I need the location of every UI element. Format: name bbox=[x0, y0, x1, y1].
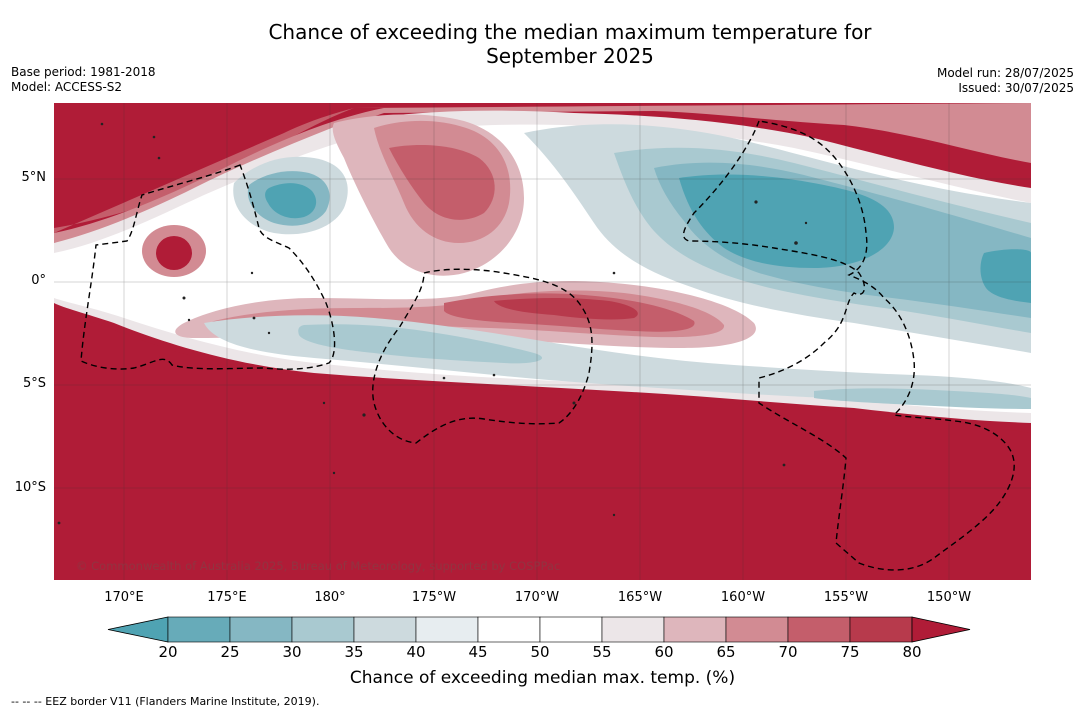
colorbar-segment bbox=[415, 616, 479, 643]
lat-label-10s: 10°S bbox=[14, 480, 46, 495]
colorbar-tick-label: 35 bbox=[344, 643, 364, 661]
colorbar-segment bbox=[539, 616, 603, 643]
warm-lobe-north-3 bbox=[389, 145, 495, 220]
lon-label-170e: 170°E bbox=[104, 590, 144, 605]
colorbar-extend-low bbox=[107, 616, 169, 643]
issued-date: Issued: 30/07/2025 bbox=[958, 81, 1074, 95]
colorbar-segment bbox=[725, 616, 789, 643]
colorbar-segment bbox=[353, 616, 417, 643]
cool-region-east-core bbox=[679, 174, 894, 268]
lon-label-165w: 165°W bbox=[617, 590, 663, 605]
lat-label-5n: 5°N bbox=[21, 170, 47, 185]
colorbar-tick-label: 75 bbox=[840, 643, 860, 661]
colorbar-tick-label: 20 bbox=[158, 643, 178, 661]
colorbar-segment bbox=[477, 616, 541, 643]
colorbar bbox=[107, 616, 971, 643]
copyright-notice: © Commonwealth of Australia 2025, Bureau… bbox=[76, 559, 561, 573]
cool-region-far-east bbox=[980, 249, 1031, 303]
colorbar-tick-label: 70 bbox=[778, 643, 798, 661]
cool-region-south-central-2 bbox=[298, 324, 543, 364]
map-title: Chance of exceeding the median maximum t… bbox=[0, 20, 1085, 68]
model-run: Model run: 28/07/2025 bbox=[936, 66, 1074, 80]
graticule bbox=[54, 103, 1031, 580]
band-cool-upper bbox=[54, 103, 1031, 243]
colorbar-tick-label: 30 bbox=[282, 643, 302, 661]
colorbar-segment bbox=[663, 616, 727, 643]
southern-red bbox=[54, 308, 1031, 580]
colorbar-tick-label: 25 bbox=[220, 643, 240, 661]
colorbar-tick-label: 65 bbox=[716, 643, 736, 661]
lon-label-160w: 160°W bbox=[720, 590, 766, 605]
islands bbox=[57, 122, 808, 525]
lon-label-150w: 150°W bbox=[926, 590, 972, 605]
colorbar-segment bbox=[229, 616, 293, 643]
warm-spot-west-core bbox=[156, 236, 192, 270]
colorbar-tick-label: 50 bbox=[530, 643, 550, 661]
colorbar-segment bbox=[601, 616, 665, 643]
lat-label-5s: 5°S bbox=[22, 376, 46, 391]
eez-legend-note: -- -- -- EEZ border V11 (Flanders Marine… bbox=[11, 695, 320, 708]
colorbar-segment bbox=[291, 616, 355, 643]
colorbar-extend-high bbox=[911, 616, 971, 643]
colorbar-tick-label: 55 bbox=[592, 643, 612, 661]
lon-label-170w: 170°W bbox=[514, 590, 560, 605]
colorbar-tick-label: 45 bbox=[468, 643, 488, 661]
lat-label-0: 0° bbox=[31, 273, 46, 288]
model-name: Model: ACCESS-S2 bbox=[11, 80, 123, 94]
meta-right: Model run: 28/07/2025 Issued: 30/07/2025 bbox=[937, 66, 1074, 96]
colorbar-segment bbox=[167, 616, 231, 643]
meta-left: Base period: 1981-2018 Model: ACCESS-S2 bbox=[11, 65, 156, 95]
colorbar-tick-label: 60 bbox=[654, 643, 674, 661]
cool-region-north-west-3 bbox=[265, 183, 317, 219]
warm-blob-hot bbox=[494, 298, 638, 320]
eez-borders bbox=[80, 120, 1015, 571]
cool-region-south-east bbox=[814, 388, 1031, 409]
lon-label-180: 180° bbox=[314, 590, 346, 605]
lon-label-155w: 155°W bbox=[823, 590, 869, 605]
base-period: Base period: 1981-2018 bbox=[11, 65, 156, 79]
title-line-2: September 2025 bbox=[486, 44, 654, 68]
colorbar-tick-label: 80 bbox=[902, 643, 922, 661]
lon-label-175w: 175°W bbox=[411, 590, 457, 605]
colorbar-segment bbox=[849, 616, 913, 643]
forecast-map bbox=[54, 103, 1031, 580]
colorbar-tick-label: 40 bbox=[406, 643, 426, 661]
colorbar-label: Chance of exceeding median max. temp. (%… bbox=[349, 668, 736, 688]
colorbar-segment bbox=[787, 616, 851, 643]
title-line-1: Chance of exceeding the median maximum t… bbox=[268, 20, 872, 44]
lon-label-175e: 175°E bbox=[207, 590, 247, 605]
